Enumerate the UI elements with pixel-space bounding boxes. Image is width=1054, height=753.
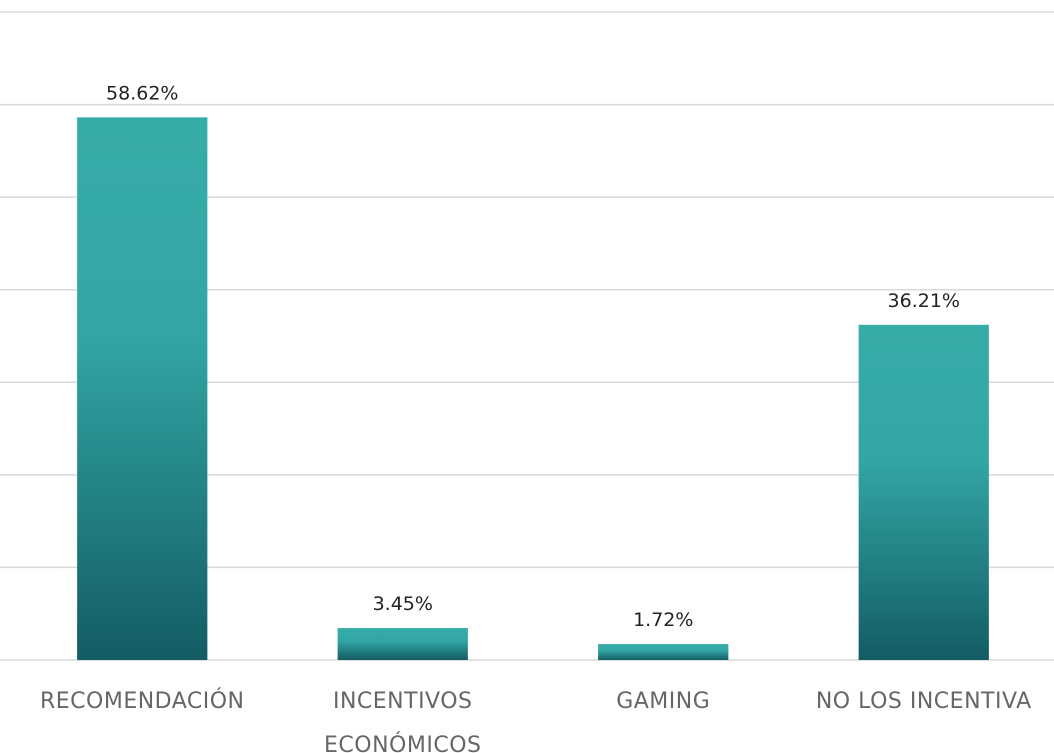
x-tick-label: NO LOS INCENTIVA [815, 689, 1032, 714]
bar [77, 117, 208, 660]
x-tick-label: INCENTIVOS ECONÓMICOS [324, 689, 482, 753]
bar [598, 644, 729, 660]
data-label: 36.21% [888, 290, 960, 312]
data-label: 58.62% [106, 82, 178, 104]
bar [858, 324, 989, 660]
data-label: 1.72% [633, 609, 693, 631]
bar [337, 628, 468, 660]
data-label: 3.45% [373, 593, 433, 615]
x-tick-label: RECOMENDACIÓN [39, 689, 245, 714]
x-tick-label: GAMING [616, 689, 711, 714]
